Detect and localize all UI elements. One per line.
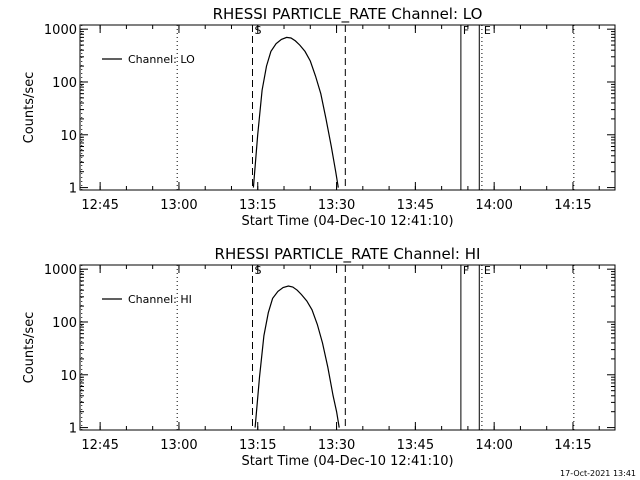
y-tick-label: 1 [69, 422, 77, 437]
y-tick-label: 1000 [44, 23, 77, 38]
x-tick-label: 14:00 [475, 438, 512, 453]
y-tick-label: 100 [52, 316, 77, 331]
y-tick-label: 10 [60, 369, 77, 384]
x-tick-label: 14:00 [475, 198, 512, 213]
marker-label: E [484, 264, 491, 277]
plot-frame [79, 264, 616, 431]
x-axis-label: Start Time (04-Dec-10 12:41:10) [241, 454, 453, 469]
x-tick-label: 13:30 [318, 198, 355, 213]
legend-label: Channel: HI [128, 293, 192, 306]
footer-timestamp: 17-Oct-2021 13:41 [560, 469, 636, 478]
legend-label: Channel: LO [128, 53, 195, 66]
marker-label: E [484, 24, 491, 37]
chart-panel-1: RHESSI PARTICLE_RATE Channel: HI Counts/s… [22, 245, 616, 469]
marker-label: F [463, 24, 469, 37]
x-tick-label: 14:15 [554, 438, 591, 453]
y-axis-label: Counts/sec [22, 72, 37, 144]
series-line [254, 285, 340, 428]
y-tick-label: 10 [60, 129, 77, 144]
y-axis-label: Counts/sec [22, 312, 37, 384]
marker-label: S [254, 24, 261, 37]
y-tick-label: 100 [52, 76, 77, 91]
chart-panel-0: RHESSI PARTICLE_RATE Channel: LO Counts/s… [22, 5, 616, 229]
x-tick-label: 13:45 [397, 438, 434, 453]
x-tick-label: 13:30 [318, 438, 355, 453]
chart-title: RHESSI PARTICLE_RATE Channel: LO [213, 5, 483, 24]
x-tick-label: 13:15 [239, 438, 276, 453]
x-tick-label: 14:15 [554, 198, 591, 213]
x-tick-label: 13:15 [239, 198, 276, 213]
marker-label: S [254, 264, 261, 277]
x-tick-label: 13:45 [397, 198, 434, 213]
x-tick-label: 13:00 [160, 198, 197, 213]
x-tick-label: 12:45 [81, 438, 118, 453]
plot-frame [79, 24, 616, 191]
y-tick-label: 1000 [44, 263, 77, 278]
marker-label: F [463, 264, 469, 277]
x-tick-label: 12:45 [81, 198, 118, 213]
x-axis-label: Start Time (04-Dec-10 12:41:10) [241, 214, 453, 229]
x-tick-label: 13:00 [160, 438, 197, 453]
series-line [252, 36, 339, 188]
y-tick-label: 1 [69, 182, 77, 197]
chart-title: RHESSI PARTICLE_RATE Channel: HI [215, 245, 481, 264]
